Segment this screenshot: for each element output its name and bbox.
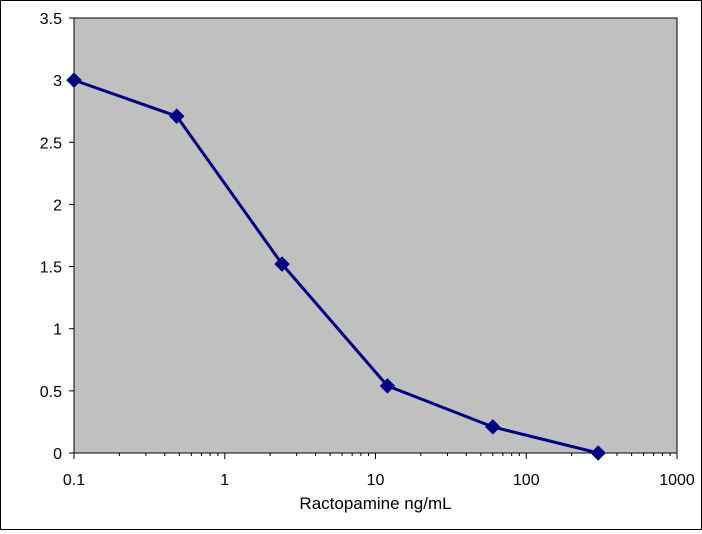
x-minor-ticks xyxy=(118,453,671,456)
x-tick-label: 0.1 xyxy=(63,472,85,489)
x-tick-label: 100 xyxy=(513,472,540,489)
data-point-marker xyxy=(379,378,396,394)
data-point-marker xyxy=(274,256,290,272)
x-major-ticks xyxy=(73,453,678,459)
data-point-marker xyxy=(66,72,82,88)
data-point-marker xyxy=(168,108,185,125)
y-tick-labels: 0 0.5 1 1.5 2 2.5 3 3.5 xyxy=(40,11,62,463)
data-point-marker xyxy=(590,445,607,461)
x-axis-title: Ractopamine ng/mL xyxy=(299,494,451,513)
x-tick-labels: 0.1 1 10 100 1000 xyxy=(63,472,695,489)
series-markers xyxy=(66,72,607,461)
y-tick-label: 2.5 xyxy=(40,135,62,152)
x-tick-label: 1 xyxy=(220,472,229,489)
y-tick-label: 0 xyxy=(53,446,62,463)
x-tick-label: 1000 xyxy=(659,472,695,489)
y-tick-label: 1 xyxy=(53,322,62,339)
x-tick-label: 10 xyxy=(367,472,385,489)
y-tick-label: 2 xyxy=(53,197,62,214)
y-ticks xyxy=(69,17,74,454)
plot-area xyxy=(73,17,678,454)
data-point-marker xyxy=(484,419,501,435)
y-tick-label: 1.5 xyxy=(40,260,62,277)
y-tick-label: 0.5 xyxy=(40,384,62,401)
y-tick-label: 3 xyxy=(53,73,62,90)
series-line xyxy=(73,78,599,455)
series-lines xyxy=(73,78,599,455)
y-tick-label: 3.5 xyxy=(40,11,62,28)
